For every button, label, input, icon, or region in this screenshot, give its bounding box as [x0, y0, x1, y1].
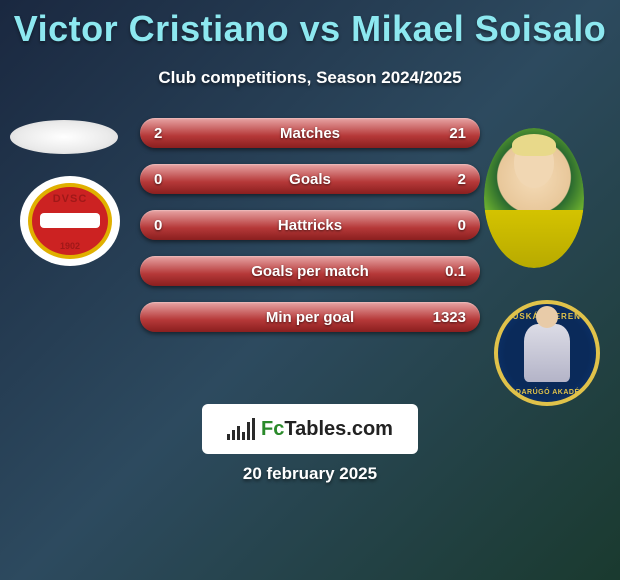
stat-right-value: 1323	[433, 309, 466, 326]
chart-icon	[227, 418, 255, 440]
stat-row-goals-per-match: Goals per match 0.1	[140, 256, 480, 286]
stat-right-value: 0	[458, 217, 466, 234]
stat-row-goals: 0 Goals 2	[140, 164, 480, 194]
club-right-badge: PUSKÁS FERENC LABDARÚGÓ AKADÉMIA	[494, 300, 600, 406]
club-left-year: 1902	[32, 241, 108, 251]
stat-row-min-per-goal: Min per goal 1323	[140, 302, 480, 332]
player-right-jersey	[484, 210, 584, 268]
stat-label: Min per goal	[266, 309, 354, 326]
club-left-badge: DVSC 1902	[20, 176, 120, 266]
stat-label: Hattricks	[278, 217, 342, 234]
date-text: 20 february 2025	[0, 464, 620, 484]
fctables-text: FcTables.com	[261, 418, 393, 441]
fctables-prefix: Fc	[261, 418, 284, 440]
club-left-crest: DVSC 1902	[28, 183, 112, 259]
stat-right-value: 0.1	[445, 263, 466, 280]
stat-left-value: 0	[154, 171, 162, 188]
stat-left-value: 0	[154, 217, 162, 234]
player-right-figure	[484, 128, 584, 268]
fctables-badge: FcTables.com	[202, 404, 418, 454]
page-title: Victor Cristiano vs Mikael Soisalo	[0, 0, 620, 50]
stat-right-value: 21	[449, 125, 466, 142]
stat-row-matches: 2 Matches 21	[140, 118, 480, 148]
club-right-figure	[524, 324, 570, 382]
club-left-abbr: DVSC	[32, 193, 108, 205]
stat-label: Matches	[280, 125, 340, 142]
stat-left-value: 2	[154, 125, 162, 142]
subtitle: Club competitions, Season 2024/2025	[0, 68, 620, 88]
player-right-photo	[484, 128, 584, 268]
stat-right-value: 2	[458, 171, 466, 188]
fctables-suffix: Tables.com	[284, 418, 393, 440]
club-right-text-bottom: LABDARÚGÓ AKADÉMIA	[500, 389, 594, 396]
stat-row-hattricks: 0 Hattricks 0	[140, 210, 480, 240]
player-left-photo	[10, 120, 118, 154]
stat-label: Goals	[289, 171, 331, 188]
stat-label: Goals per match	[251, 263, 369, 280]
